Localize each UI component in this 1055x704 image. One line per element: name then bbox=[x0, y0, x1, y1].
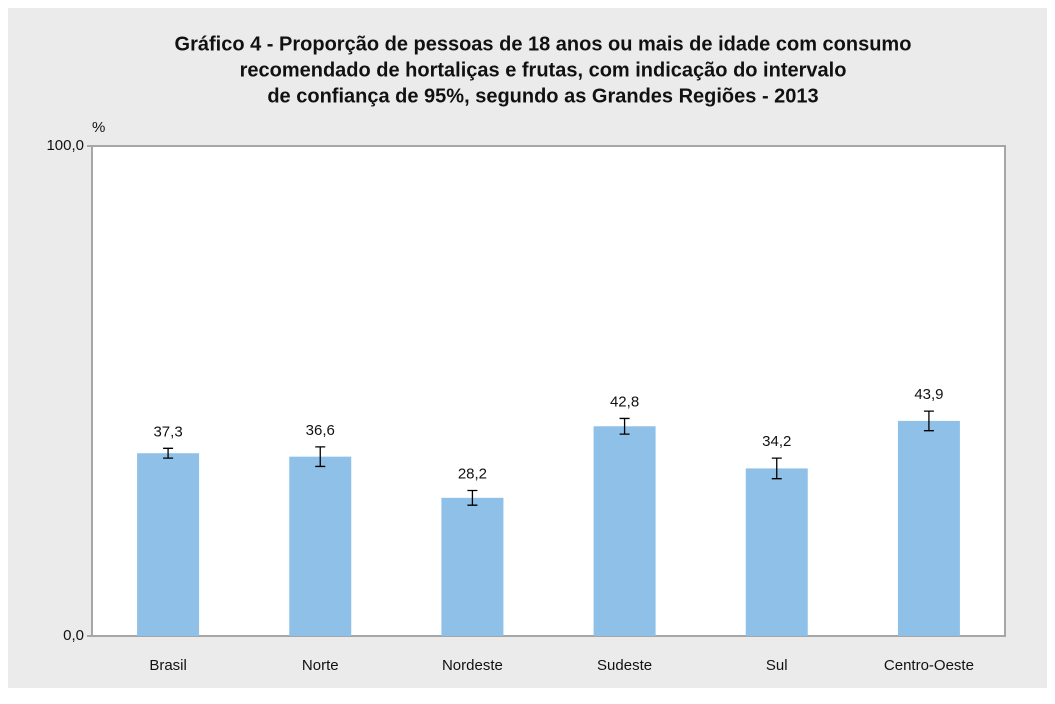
x-tick-label: Sudeste bbox=[597, 657, 652, 674]
bar bbox=[137, 453, 200, 636]
chart-title: recomendado de hortaliças e frutas, com … bbox=[240, 59, 847, 81]
error-bar bbox=[771, 457, 782, 480]
error-bar bbox=[315, 446, 326, 468]
plot-area bbox=[91, 145, 1006, 637]
bar bbox=[441, 497, 504, 636]
x-tick-label: Norte bbox=[302, 657, 339, 674]
error-bar bbox=[923, 410, 934, 432]
bar bbox=[289, 456, 352, 636]
chart-title: Gráfico 4 - Proporção de pessoas de 18 a… bbox=[175, 33, 912, 55]
error-bar bbox=[163, 447, 174, 459]
bar bbox=[593, 426, 656, 636]
bar bbox=[897, 420, 960, 636]
error-bar bbox=[467, 489, 478, 506]
data-label: 37,3 bbox=[153, 423, 182, 440]
y-tick-label: 100,0 bbox=[46, 137, 84, 154]
bar bbox=[745, 468, 808, 636]
chart-title: de confiança de 95%, segundo as Grandes … bbox=[267, 85, 818, 107]
data-label: 43,9 bbox=[914, 386, 943, 403]
x-tick-label: Centro-Oeste bbox=[884, 657, 974, 674]
x-tick-label: Sul bbox=[766, 657, 788, 674]
data-label: 28,2 bbox=[458, 465, 487, 482]
x-tick-label: Nordeste bbox=[442, 657, 503, 674]
data-label: 36,6 bbox=[306, 422, 335, 439]
y-axis-label: % bbox=[92, 119, 105, 136]
data-label: 42,8 bbox=[610, 393, 639, 410]
error-bar bbox=[619, 417, 630, 435]
x-tick-label: Brasil bbox=[149, 657, 187, 674]
data-label: 34,2 bbox=[762, 433, 791, 450]
y-tick-label: 0,0 bbox=[63, 627, 84, 644]
